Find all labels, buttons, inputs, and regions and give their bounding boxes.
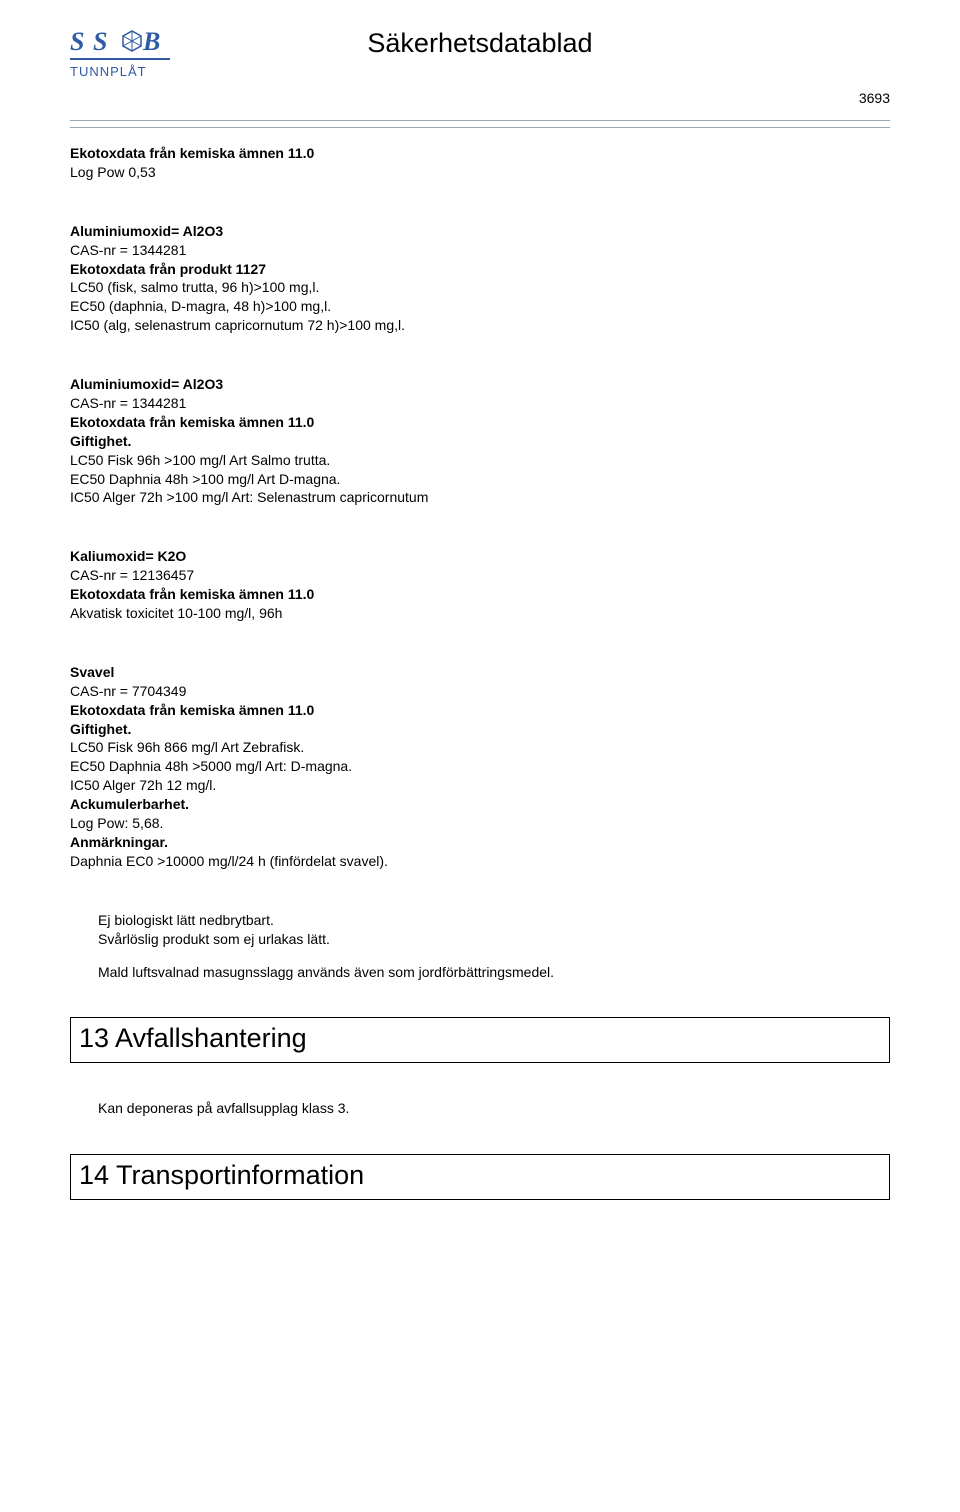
note-line: Mald luftsvalnad masugnsslagg används äv…: [98, 963, 890, 982]
section-14-heading: 14 Transportinformation: [70, 1154, 890, 1200]
ec50-line: EC50 Daphnia 48h >5000 mg/l Art: D-magna…: [70, 757, 890, 776]
cas-nr: CAS-nr = 7704349: [70, 682, 890, 701]
ic50-line: IC50 Alger 72h 12 mg/l.: [70, 776, 890, 795]
produkt-heading: Ekotoxdata från produkt 1127: [70, 260, 890, 279]
section-13-body: Kan deponeras på avfallsupplag klass 3.: [98, 1099, 890, 1118]
giftighet-label: Giftighet.: [70, 720, 890, 739]
lc50-line: LC50 Fisk 96h 866 mg/l Art Zebrafisk.: [70, 738, 890, 757]
substance-title: Kaliumoxid= K2O: [70, 547, 890, 566]
ic50-line: IC50 Alger 72h >100 mg/l Art: Selenastru…: [70, 488, 890, 507]
ackumulerbarhet-label: Ackumulerbarhet.: [70, 795, 890, 814]
cas-nr: CAS-nr = 1344281: [70, 241, 890, 260]
anmarkningar-label: Anmärkningar.: [70, 833, 890, 852]
ec50-line: EC50 Daphnia 48h >100 mg/l Art D-magna.: [70, 470, 890, 489]
divider-pair: [70, 120, 890, 128]
log-pow-line: Log Pow: 5,68.: [70, 814, 890, 833]
substance-title: Svavel: [70, 663, 890, 682]
kemiska-heading: Ekotoxdata från kemiska ämnen 11.0: [70, 585, 890, 604]
substance-title: Aluminiumoxid= Al2O3: [70, 375, 890, 394]
kemiska-heading: Ekotoxdata från kemiska ämnen 11.0: [70, 413, 890, 432]
kemiska-heading: Ekotoxdata från kemiska ämnen 11.0: [70, 701, 890, 720]
ekotox-intro: Ekotoxdata från kemiska ämnen 11.0 Log P…: [70, 144, 890, 182]
daphnia-line: Daphnia EC0 >10000 mg/l/24 h (finfördela…: [70, 852, 890, 871]
avfall-line: Kan deponeras på avfallsupplag klass 3.: [98, 1099, 890, 1118]
cas-nr: CAS-nr = 12136457: [70, 566, 890, 585]
ekotox-heading: Ekotoxdata från kemiska ämnen 11.0: [70, 144, 890, 163]
giftighet-label: Giftighet.: [70, 432, 890, 451]
substance-title: Aluminiumoxid= Al2O3: [70, 222, 890, 241]
note-line: Svårlöslig produkt som ej urlakas lätt.: [98, 930, 890, 949]
al2o3-produkt-block: Aluminiumoxid= Al2O3 CAS-nr = 1344281 Ek…: [70, 222, 890, 335]
lc50-line: LC50 Fisk 96h >100 mg/l Art Salmo trutta…: [70, 451, 890, 470]
log-pow: Log Pow 0,53: [70, 163, 890, 182]
page-number: 3693: [859, 90, 890, 106]
akvatisk-toxicitet: Akvatisk toxicitet 10-100 mg/l, 96h: [70, 604, 890, 623]
note-line: Ej biologiskt lätt nedbrytbart.: [98, 911, 890, 930]
lc50-line: LC50 (fisk, salmo trutta, 96 h)>100 mg,l…: [70, 278, 890, 297]
svavel-block: Svavel CAS-nr = 7704349 Ekotoxdata från …: [70, 663, 890, 871]
ic50-line: IC50 (alg, selenastrum capricornutum 72 …: [70, 316, 890, 335]
page-title: Säkerhetsdatablad: [70, 28, 890, 59]
section-13-heading: 13 Avfallshantering: [70, 1017, 890, 1063]
notes-block: Ej biologiskt lätt nedbrytbart. Svårlösl…: [98, 911, 890, 982]
al2o3-kemiska-block: Aluminiumoxid= Al2O3 CAS-nr = 1344281 Ek…: [70, 375, 890, 507]
k2o-block: Kaliumoxid= K2O CAS-nr = 12136457 Ekotox…: [70, 547, 890, 623]
cas-nr: CAS-nr = 1344281: [70, 394, 890, 413]
svg-text:TUNNPLÅT: TUNNPLÅT: [70, 64, 147, 79]
ec50-line: EC50 (daphnia, D-magra, 48 h)>100 mg,l.: [70, 297, 890, 316]
